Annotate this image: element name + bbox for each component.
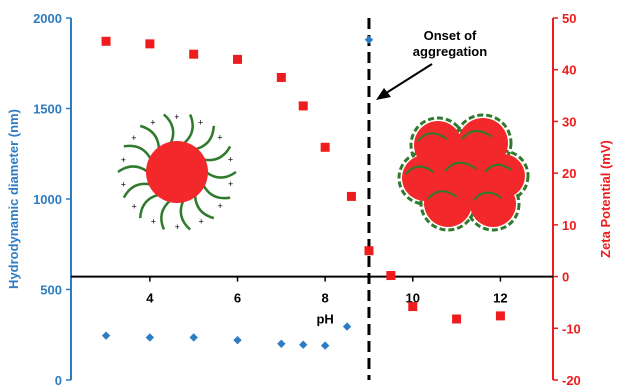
charge-plus-sign: + [175, 222, 180, 232]
x-tick-label: 6 [234, 291, 241, 306]
series-zeta-potential [101, 36, 505, 324]
x-tick-label: 10 [406, 291, 420, 306]
diameter-point [145, 333, 155, 342]
charge-plus-sign: + [228, 155, 233, 165]
charge-plus-sign: + [131, 133, 136, 143]
x-axis: 4 6 8 10 12 [71, 275, 553, 306]
annotation-line-2: aggregation [413, 44, 487, 59]
zeta-point [346, 191, 356, 201]
x-tick-label: 4 [146, 291, 154, 306]
charge-plus-sign: + [150, 118, 155, 128]
zeta-point [276, 72, 286, 82]
diameter-point [189, 333, 198, 342]
polymer-chain [427, 190, 458, 200]
diameter-point [101, 331, 111, 340]
x-tick-label: 12 [493, 291, 507, 306]
polymer-chain [417, 132, 448, 142]
left-tick-label: 2000 [33, 11, 62, 26]
polymer-chain [122, 182, 152, 199]
polymer-chain [202, 145, 232, 162]
left-tick-label: 1000 [33, 192, 62, 207]
left-tick-label: 0 [55, 373, 62, 388]
charge-plus-sign: + [198, 216, 203, 226]
right-y-axis-label: Zeta Potential (mV) [598, 140, 613, 258]
polymer-chain [179, 199, 191, 231]
zeta-point [298, 101, 308, 111]
dispersed-nanoparticle [146, 141, 208, 203]
charge-plus-sign: + [132, 201, 137, 211]
polymer-chain [444, 161, 477, 172]
series-hydrodynamic-diameter [101, 35, 374, 350]
annotation-line-1: Onset of [424, 28, 477, 43]
polymer-chain [163, 113, 175, 145]
right-y-axis: -20 -10 0 10 20 30 40 50 [552, 11, 581, 388]
zeta-point [364, 246, 374, 256]
diameter-point [299, 340, 308, 349]
zeta-point [233, 54, 243, 64]
charge-plus-sign: + [174, 112, 179, 122]
zeta-point [408, 302, 418, 312]
polymer-chain [139, 124, 161, 150]
right-tick-label: -20 [562, 373, 581, 388]
left-tick-label: 1500 [33, 102, 62, 117]
right-tick-label: 10 [562, 218, 576, 233]
polymer-chain [405, 165, 435, 175]
zeta-point [495, 311, 505, 321]
charge-plus-sign: + [228, 179, 233, 189]
polymer-chain [473, 191, 503, 201]
charge-plus-sign: + [198, 117, 203, 127]
left-y-axis-label: Hydrodynamic diameter (nm) [6, 109, 21, 289]
charge-plus-sign: + [218, 201, 223, 211]
charge-plus-sign: + [121, 155, 126, 165]
right-tick-label: 40 [562, 63, 576, 78]
polymer-chain [194, 125, 216, 151]
polymer-chain [205, 170, 237, 179]
zeta-point [320, 142, 330, 152]
polymer-chain [461, 130, 493, 140]
zeta-point [189, 49, 199, 59]
dispersed-particle-illustration: + + + + + + + + + + + + + + [117, 112, 237, 232]
polymer-chain [193, 194, 215, 220]
zeta-point [101, 36, 111, 46]
onset-annotation: Onset of aggregation [376, 28, 487, 100]
polymer-chain [138, 193, 160, 219]
diameter-point [233, 335, 242, 345]
diameter-point [364, 35, 374, 44]
charge-plus-sign: + [151, 217, 156, 227]
polymer-chain [160, 199, 172, 231]
right-tick-label: 0 [562, 270, 569, 285]
zeta-point [452, 314, 462, 324]
charge-plus-sign: + [121, 179, 126, 189]
zeta-point [386, 271, 396, 281]
polymer-shell [453, 113, 513, 173]
diameter-point [342, 322, 352, 331]
polymer-chain [484, 163, 512, 173]
right-tick-label: 30 [562, 114, 576, 129]
x-tick-label: 8 [322, 291, 329, 306]
polymer-chain [117, 165, 149, 174]
aggregated-nanoparticle [470, 181, 516, 227]
left-tick-label: 500 [40, 283, 62, 298]
left-y-axis: 0 500 1000 1500 2000 [33, 11, 72, 388]
zeta-point [145, 39, 155, 49]
aggregated-nanoparticle [424, 179, 472, 227]
annotation-arrowhead [376, 88, 391, 100]
charge-plus-sign: + [217, 133, 222, 143]
diameter-point [277, 339, 286, 348]
polymer-chain [202, 183, 231, 200]
right-tick-label: -10 [562, 321, 581, 336]
polymer-chain [123, 144, 152, 161]
polymer-chain [182, 113, 194, 145]
aggregated-particles-illustration [397, 113, 530, 232]
x-axis-label: pH [316, 312, 333, 327]
diameter-point [320, 341, 330, 350]
right-tick-label: 50 [562, 11, 576, 26]
right-tick-label: 20 [562, 166, 576, 181]
annotation-arrow [382, 63, 433, 96]
